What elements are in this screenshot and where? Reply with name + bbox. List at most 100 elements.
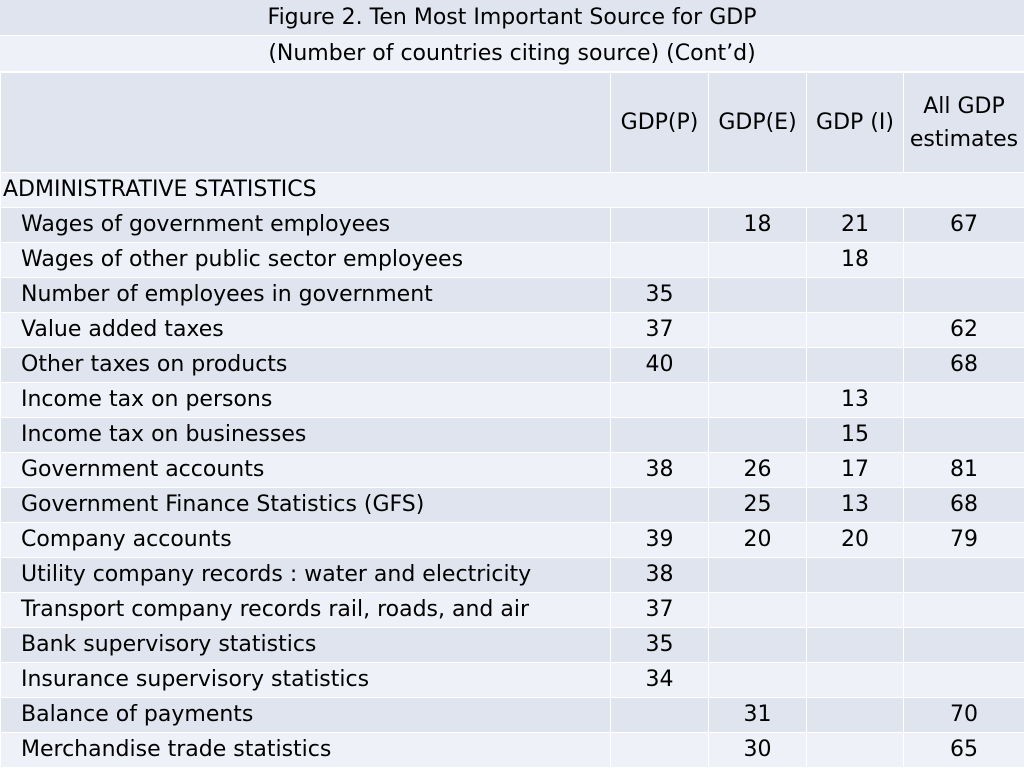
cell-e: 30 xyxy=(708,732,807,768)
cell-p xyxy=(610,732,709,768)
cell-all: 81 xyxy=(903,452,1024,488)
cell-e xyxy=(708,592,807,628)
title-line-1: Figure 2. Ten Most Important Source for … xyxy=(0,0,1024,36)
cell-all xyxy=(903,592,1024,628)
row-label: Company accounts xyxy=(0,522,611,558)
cell-all xyxy=(903,417,1024,453)
row-label: Wages of other public sector employees xyxy=(0,242,611,278)
table-row: Income tax on persons 13 xyxy=(0,382,1024,418)
cell-all xyxy=(903,557,1024,593)
cell-p: 38 xyxy=(610,452,709,488)
cell-i xyxy=(806,277,904,313)
table-row: Insurance supervisory statistics 34 xyxy=(0,662,1024,698)
cell-p xyxy=(610,242,709,278)
cell-i xyxy=(806,662,904,698)
cell-p xyxy=(610,487,709,523)
header-gdp-i: GDP (I) xyxy=(806,72,904,173)
cell-e: 20 xyxy=(708,522,807,558)
cell-p xyxy=(610,417,709,453)
table-body: ADMINISTRATIVE STATISTICS Wages of gover… xyxy=(0,172,1024,768)
cell-p: 39 xyxy=(610,522,709,558)
cell-e xyxy=(708,557,807,593)
table-row: Number of employees in government 35 xyxy=(0,277,1024,313)
row-label: Government Finance Statistics (GFS) xyxy=(0,487,611,523)
cell-p xyxy=(610,207,709,243)
section-title: ADMINISTRATIVE STATISTICS xyxy=(0,172,1024,208)
table-row: Government accounts 38 26 17 81 xyxy=(0,452,1024,488)
cell-e xyxy=(708,312,807,348)
table-row: Other taxes on products 40 68 xyxy=(0,347,1024,383)
cell-p: 37 xyxy=(610,592,709,628)
row-label: Transport company records rail, roads, a… xyxy=(0,592,611,628)
cell-all xyxy=(903,382,1024,418)
cell-all xyxy=(903,242,1024,278)
table-row: Utility company records : water and elec… xyxy=(0,557,1024,593)
table-row: Transport company records rail, roads, a… xyxy=(0,592,1024,628)
gdp-sources-table: GDP(P) GDP(E) GDP (I) All GDP estimates … xyxy=(0,72,1024,768)
row-label: Insurance supervisory statistics xyxy=(0,662,611,698)
cell-i xyxy=(806,697,904,733)
cell-i: 18 xyxy=(806,242,904,278)
table-row: Wages of other public sector employees 18 xyxy=(0,242,1024,278)
cell-all: 68 xyxy=(903,487,1024,523)
cell-p: 34 xyxy=(610,662,709,698)
cell-p: 37 xyxy=(610,312,709,348)
cell-e xyxy=(708,662,807,698)
header-all-gdp: All GDP estimates xyxy=(903,72,1024,173)
cell-all: 79 xyxy=(903,522,1024,558)
cell-all: 65 xyxy=(903,732,1024,768)
table-row: Merchandise trade statistics 30 65 xyxy=(0,732,1024,768)
cell-p: 40 xyxy=(610,347,709,383)
table-row: Wages of government employees 18 21 67 xyxy=(0,207,1024,243)
cell-e xyxy=(708,382,807,418)
cell-all: 62 xyxy=(903,312,1024,348)
cell-i: 21 xyxy=(806,207,904,243)
row-label: Income tax on persons xyxy=(0,382,611,418)
row-label: Other taxes on products xyxy=(0,347,611,383)
row-label: Merchandise trade statistics xyxy=(0,732,611,768)
cell-e: 26 xyxy=(708,452,807,488)
row-label: Wages of government employees xyxy=(0,207,611,243)
table-row: Company accounts 39 20 20 79 xyxy=(0,522,1024,558)
row-label: Bank supervisory statistics xyxy=(0,627,611,663)
table-row: Income tax on businesses 15 xyxy=(0,417,1024,453)
cell-i xyxy=(806,627,904,663)
cell-e: 18 xyxy=(708,207,807,243)
cell-e: 25 xyxy=(708,487,807,523)
row-label: Value added taxes xyxy=(0,312,611,348)
cell-p: 35 xyxy=(610,277,709,313)
cell-i xyxy=(806,592,904,628)
cell-all xyxy=(903,662,1024,698)
cell-e xyxy=(708,417,807,453)
header-gdp-p: GDP(P) xyxy=(610,72,709,173)
header-gdp-e: GDP(E) xyxy=(708,72,807,173)
row-label: Balance of payments xyxy=(0,697,611,733)
cell-all xyxy=(903,277,1024,313)
header-empty xyxy=(0,72,611,173)
cell-p: 38 xyxy=(610,557,709,593)
cell-i xyxy=(806,347,904,383)
cell-p xyxy=(610,382,709,418)
row-label: Income tax on businesses xyxy=(0,417,611,453)
header-row: GDP(P) GDP(E) GDP (I) All GDP estimates xyxy=(0,72,1024,173)
section-row: ADMINISTRATIVE STATISTICS xyxy=(0,172,1024,208)
title-line-2: (Number of countries citing source) (Con… xyxy=(0,36,1024,72)
cell-e xyxy=(708,347,807,383)
cell-p: 35 xyxy=(610,627,709,663)
row-label: Utility company records : water and elec… xyxy=(0,557,611,593)
cell-e xyxy=(708,627,807,663)
row-label: Government accounts xyxy=(0,452,611,488)
table-row: Government Finance Statistics (GFS) 25 13 6… xyxy=(0,487,1024,523)
row-label: Number of employees in government xyxy=(0,277,611,313)
cell-i: 20 xyxy=(806,522,904,558)
cell-all: 68 xyxy=(903,347,1024,383)
cell-i: 17 xyxy=(806,452,904,488)
cell-i xyxy=(806,312,904,348)
cell-i: 15 xyxy=(806,417,904,453)
cell-e xyxy=(708,277,807,313)
table-row: Balance of payments 31 70 xyxy=(0,697,1024,733)
cell-e xyxy=(708,242,807,278)
cell-p xyxy=(610,697,709,733)
cell-i xyxy=(806,557,904,593)
cell-i: 13 xyxy=(806,382,904,418)
